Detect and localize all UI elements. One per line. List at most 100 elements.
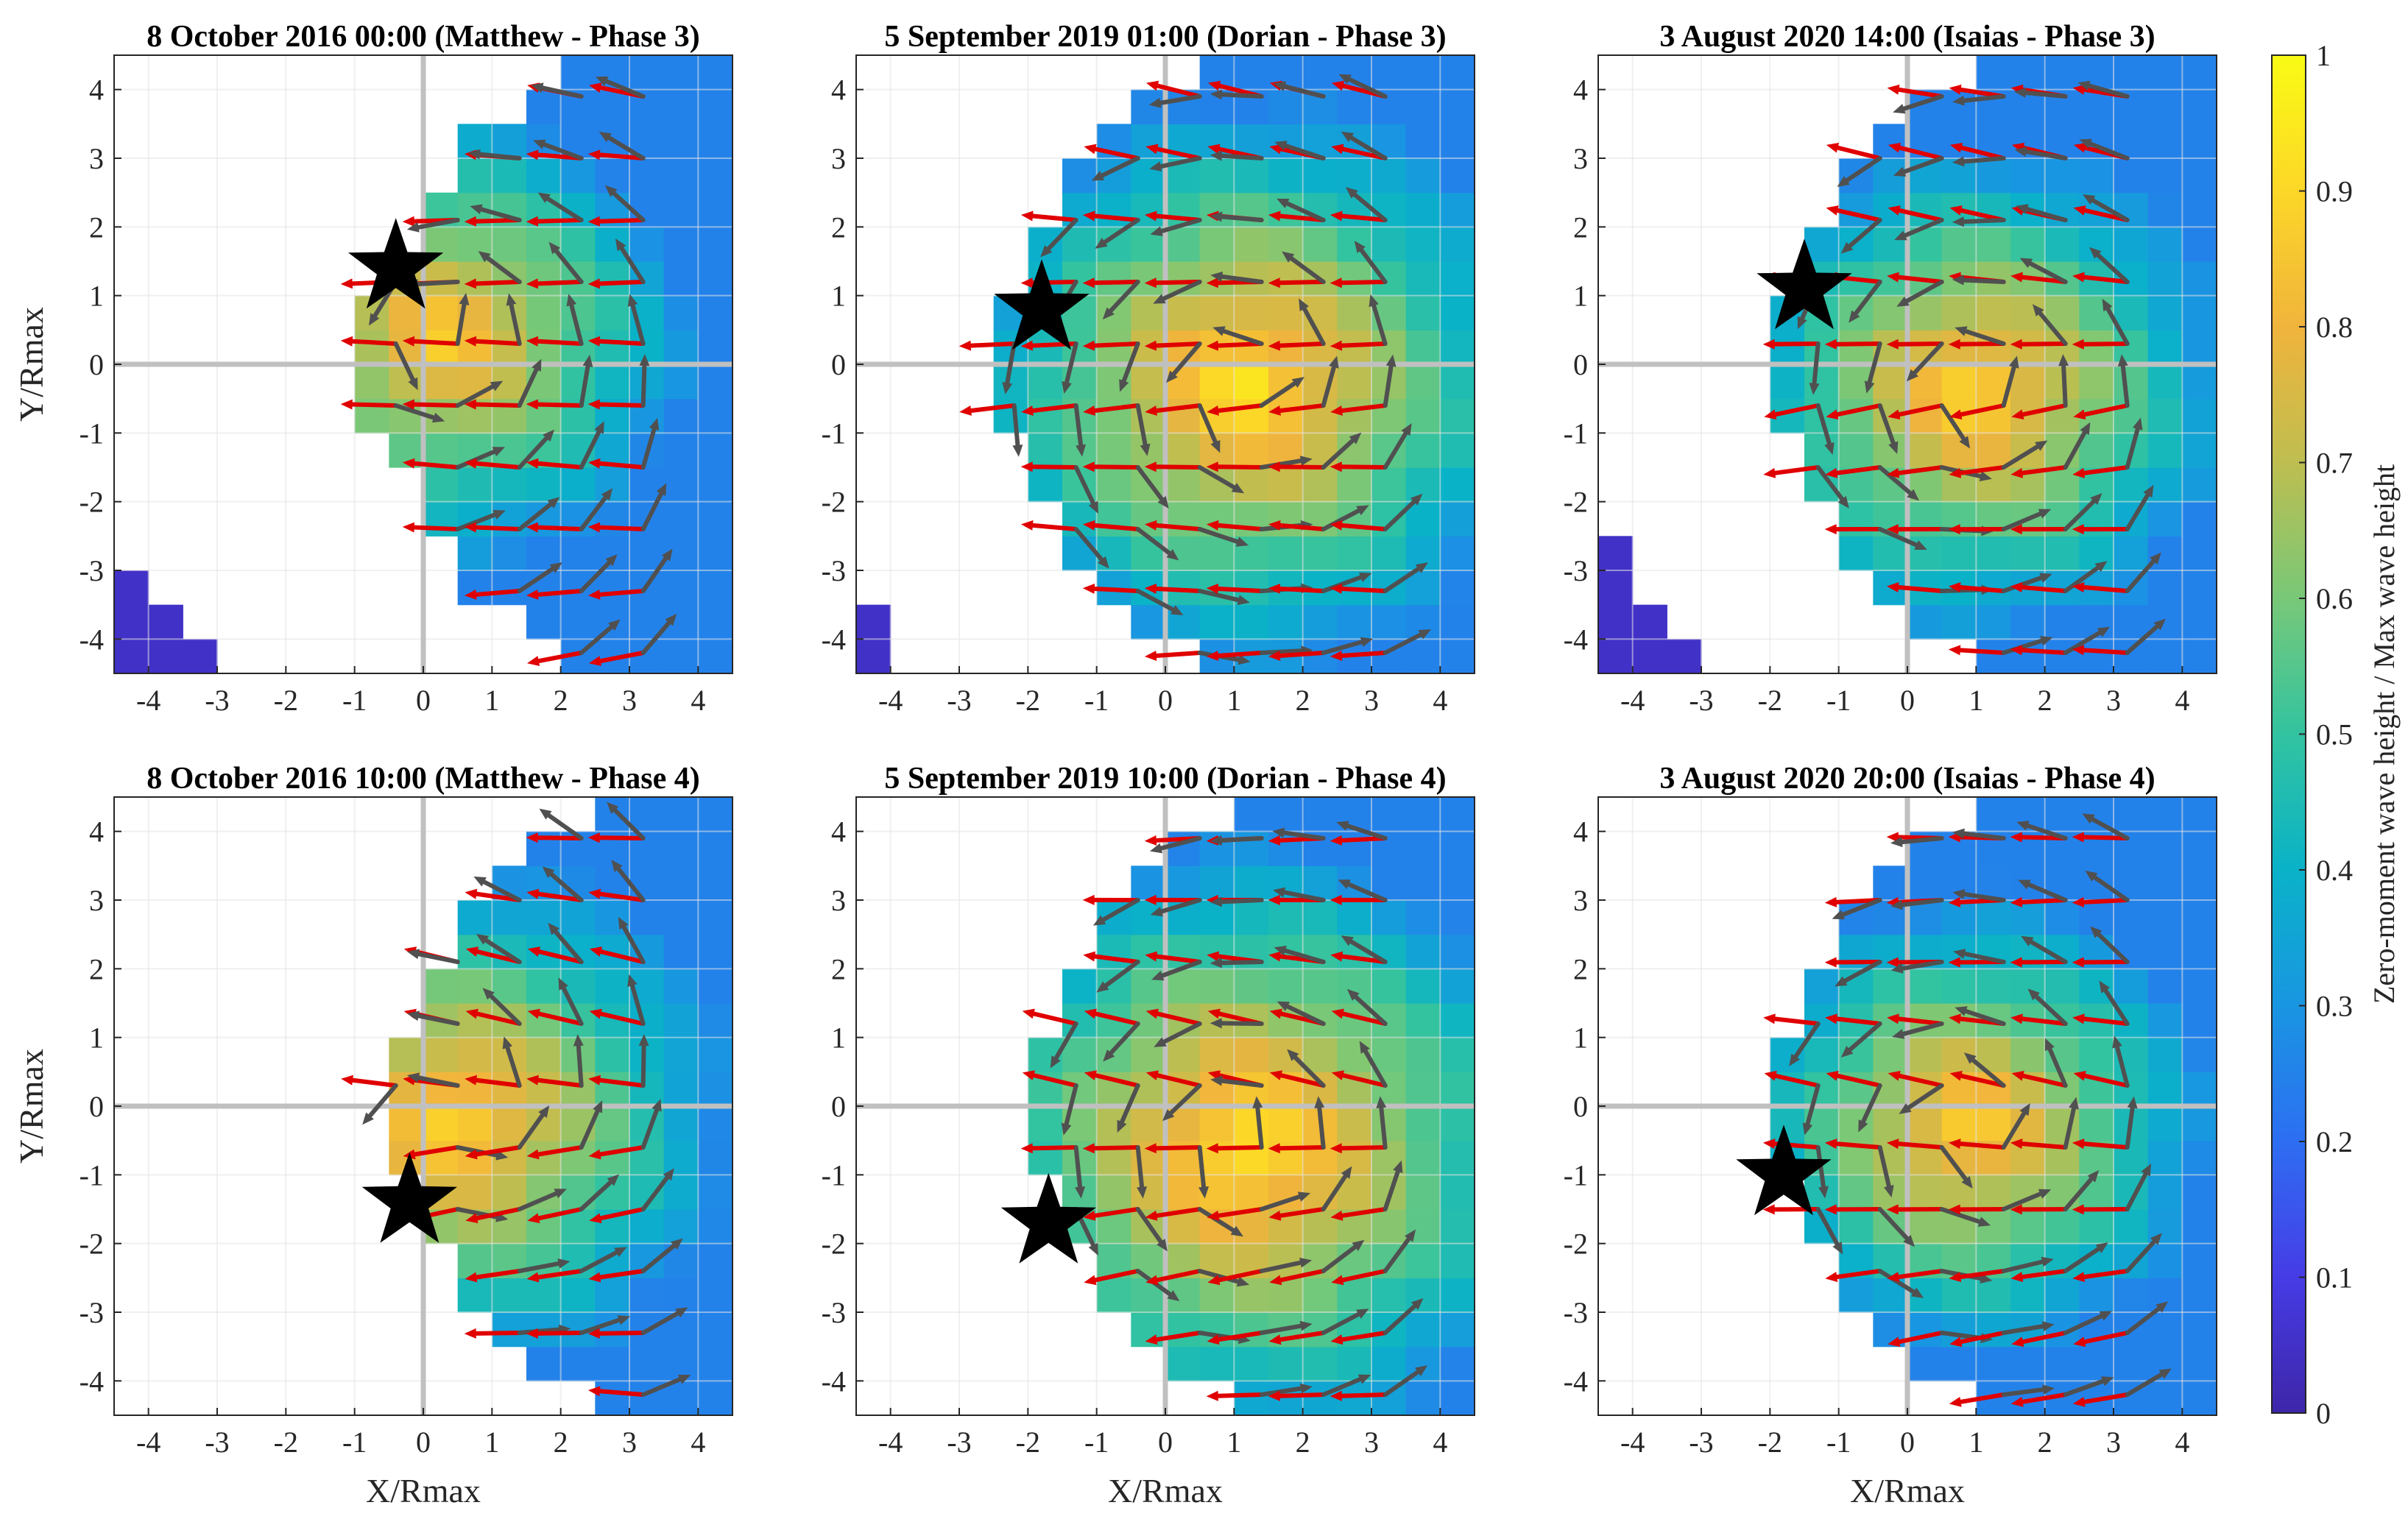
heatmap-cell [698,364,732,399]
heatmap-cell [2148,399,2183,433]
heatmap-cell [1804,1038,1839,1072]
heatmap-cell [1440,502,1475,537]
heatmap-cell [664,399,699,433]
heatmap-cell [698,639,732,673]
heatmap-cell [1942,296,1977,330]
heatmap-cell [629,364,664,399]
heatmap-cell [698,90,732,124]
heatmap-cell [1303,536,1338,570]
heatmap-cell [1371,467,1406,502]
heatmap-cell [149,605,183,640]
heatmap-cell [2182,797,2217,832]
heatmap-cell [595,797,629,832]
heatmap-cell [526,467,561,502]
heatmap-cell [1337,900,1371,935]
heatmap-cell [2114,227,2148,261]
heatmap-cell [698,536,732,570]
heatmap-cell [492,969,526,1003]
x-tick-label: -3 [947,1426,971,1459]
heatmap-cell [698,55,732,90]
y-tick-label: -1 [80,1158,104,1192]
heatmap-cell [664,227,699,261]
heatmap-cell [2182,193,2217,227]
heatmap-cell [1873,364,1907,399]
heatmap-cell [1097,502,1131,537]
heatmap-cell [2182,570,2217,605]
heatmap-cell [2045,467,2080,502]
heatmap-cell [2148,158,2183,193]
heatmap-cell [1942,364,1977,399]
heatmap-cell [856,605,891,640]
heatmap-cell [2148,1312,2183,1347]
heatmap-cell [423,1141,458,1175]
x-tick-label: -3 [205,684,229,717]
heatmap-cell [664,124,699,158]
heatmap-cell [1440,1072,1475,1106]
heatmap-cell [561,467,596,502]
heatmap-cell [2182,605,2217,640]
heatmap-cell [2182,467,2217,502]
y-tick-label: -4 [80,1364,104,1398]
heatmap-cell [1200,158,1235,193]
heatmap-cell [698,605,732,640]
y-tick-label: 3 [1573,884,1588,917]
heatmap-cell [1440,158,1475,193]
heatmap-cell [1371,1278,1406,1312]
heatmap-cell [1633,605,1667,640]
heatmap-cell [1303,900,1338,935]
heatmap-cell [664,1175,699,1209]
y-tick-label: -4 [822,1364,846,1398]
heatmap-cell [1976,1347,2010,1381]
heatmap-cell [1097,935,1131,969]
heatmap-cell [561,570,596,605]
heatmap-cell [1131,536,1165,570]
heatmap-cell [2045,1347,2080,1381]
x-tick-label: -4 [878,1426,903,1459]
x-tick-label: 1 [1226,684,1241,717]
heatmap-cell [2182,969,2217,1003]
heatmap-cell [1371,605,1406,640]
x-axis-label: X/Rmax [366,1472,481,1509]
heatmap-cell [1268,399,1303,433]
heatmap-cell [1165,227,1200,261]
heatmap-cell [423,1072,458,1106]
heatmap-cell [2148,1278,2183,1312]
heatmap-cell [1873,124,1907,158]
x-tick-label: 3 [2106,1426,2121,1459]
heatmap-cell [1131,1003,1165,1038]
heatmap-cell [1371,502,1406,537]
heatmap-cell [1303,227,1338,261]
heatmap-cell [698,1072,732,1106]
heatmap-cell [2045,536,2080,570]
heatmap-cell [664,1038,699,1072]
x-tick-label: -3 [1689,684,1713,717]
heatmap-cell [423,296,458,330]
heatmap-cell [2148,1038,2183,1072]
y-tick-label: 1 [1573,280,1588,313]
heatmap-cell [2079,1347,2114,1381]
heatmap-cell [698,502,732,537]
heatmap-cell [1131,1175,1165,1209]
y-tick-label: -3 [822,1296,846,1329]
heatmap-cell [2148,536,2183,570]
heatmap-cell [2010,1278,2045,1312]
y-tick-label: -3 [1564,1296,1588,1329]
heatmap-cell [458,1106,492,1141]
panel-title: 3 August 2020 14:00 (Isaias - Phase 3) [1659,20,2155,54]
heatmap-cell [1406,1381,1441,1415]
heatmap-cell [1976,900,2010,935]
heatmap-cell [1131,502,1165,537]
heatmap-cell [2114,364,2148,399]
heatmap-cell [2182,1003,2217,1038]
x-tick-label: 0 [1158,684,1173,717]
heatmap-cell [664,467,699,502]
heatmap-cell [2182,296,2217,330]
heatmap-cell [1234,797,1268,832]
heatmap-cell [1440,467,1475,502]
heatmap-cell [2148,90,2183,124]
heatmap-cell [1440,124,1475,158]
heatmap-cell [2182,832,2217,866]
panel-title: 5 September 2019 01:00 (Dorian - Phase 3… [884,20,1446,54]
